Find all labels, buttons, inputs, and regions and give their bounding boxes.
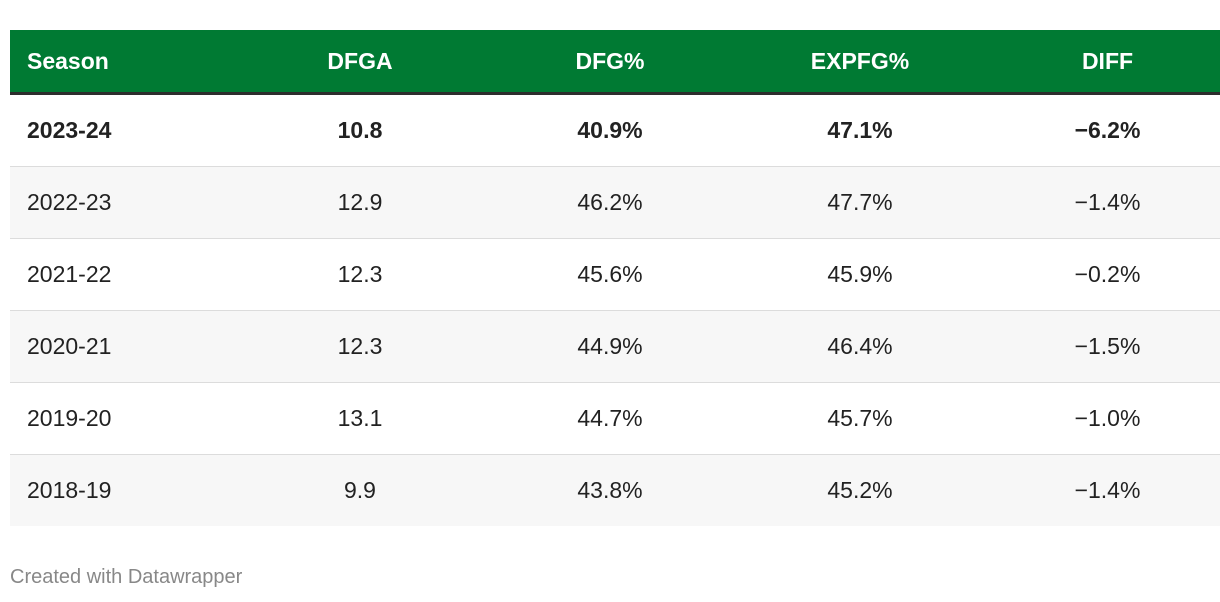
- table-row: 2018-19 9.9 43.8% 45.2% −1.4%: [10, 454, 1220, 526]
- cell-diff: −0.2%: [985, 238, 1220, 311]
- cell-dfg-pct: 44.7%: [485, 382, 735, 455]
- cell-expfg-pct: 47.1%: [735, 93, 985, 167]
- cell-dfga: 9.9: [235, 454, 485, 526]
- cell-season: 2023-24: [10, 93, 235, 167]
- cell-season: 2019-20: [10, 382, 235, 455]
- cell-dfg-pct: 44.9%: [485, 310, 735, 383]
- cell-expfg-pct: 45.2%: [735, 454, 985, 526]
- cell-dfg-pct: 46.2%: [485, 166, 735, 239]
- column-header-dfg-pct[interactable]: DFG%: [485, 30, 735, 95]
- cell-dfga: 13.1: [235, 382, 485, 455]
- cell-diff: −1.0%: [985, 382, 1220, 455]
- column-header-season[interactable]: Season: [10, 30, 235, 95]
- table-row: 2022-23 12.9 46.2% 47.7% −1.4%: [10, 166, 1220, 239]
- table-header-row: Season DFGA DFG% EXPFG% DIFF: [10, 30, 1220, 95]
- cell-diff: −6.2%: [985, 93, 1220, 167]
- data-table: Season DFGA DFG% EXPFG% DIFF 2023-24 10.8…: [10, 30, 1220, 526]
- cell-dfg-pct: 43.8%: [485, 454, 735, 526]
- cell-expfg-pct: 45.7%: [735, 382, 985, 455]
- data-table-container: Season DFGA DFG% EXPFG% DIFF 2023-24 10.8…: [10, 30, 1220, 526]
- table-body: 2023-24 10.8 40.9% 47.1% −6.2% 2022-23 12.9 46.…: [10, 93, 1220, 526]
- cell-expfg-pct: 45.9%: [735, 238, 985, 311]
- cell-diff: −1.5%: [985, 310, 1220, 383]
- cell-expfg-pct: 47.7%: [735, 166, 985, 239]
- footer-credit: Created with Datawrapper: [10, 566, 243, 588]
- table-row: 2020-21 12.3 44.9% 46.4% −1.5%: [10, 310, 1220, 383]
- cell-season: 2018-19: [10, 454, 235, 526]
- column-header-diff[interactable]: DIFF: [985, 30, 1220, 95]
- cell-dfg-pct: 45.6%: [485, 238, 735, 311]
- cell-expfg-pct: 46.4%: [735, 310, 985, 383]
- cell-season: 2022-23: [10, 166, 235, 239]
- table-row: 2021-22 12.3 45.6% 45.9% −0.2%: [10, 238, 1220, 311]
- cell-dfg-pct: 40.9%: [485, 93, 735, 167]
- cell-dfga: 10.8: [235, 93, 485, 167]
- cell-diff: −1.4%: [985, 166, 1220, 239]
- table-row: 2019-20 13.1 44.7% 45.7% −1.0%: [10, 382, 1220, 455]
- cell-diff: −1.4%: [985, 454, 1220, 526]
- cell-dfga: 12.3: [235, 310, 485, 383]
- cell-dfga: 12.9: [235, 166, 485, 239]
- cell-season: 2021-22: [10, 238, 235, 311]
- column-header-expfg-pct[interactable]: EXPFG%: [735, 30, 985, 95]
- table-row: 2023-24 10.8 40.9% 47.1% −6.2%: [10, 93, 1220, 167]
- column-header-dfga[interactable]: DFGA: [235, 30, 485, 95]
- cell-season: 2020-21: [10, 310, 235, 383]
- cell-dfga: 12.3: [235, 238, 485, 311]
